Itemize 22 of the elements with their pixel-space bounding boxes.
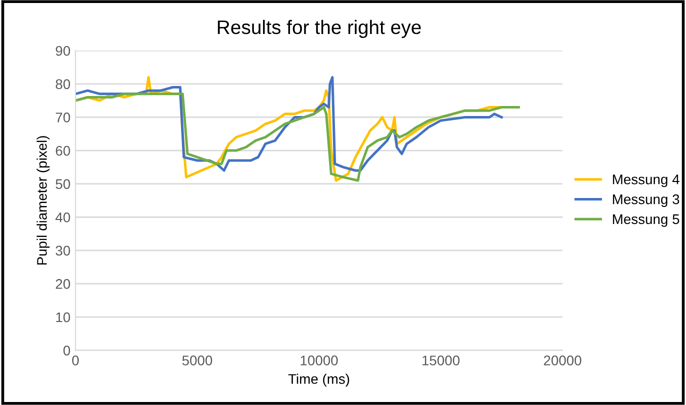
chart-title: Results for the right eye — [218, 20, 421, 38]
legend-label: Messung 3 — [612, 194, 680, 207]
x-axis-title: Time (ms) — [288, 374, 350, 387]
y-tick-label: 90 — [56, 46, 70, 56]
line-series — [75, 92, 520, 182]
y-tick-label: 10 — [56, 312, 70, 322]
y-axis-title: Pupil diameter (pixel) — [36, 136, 50, 265]
y-tick-label: 80 — [56, 79, 70, 90]
y-tick-label: 60 — [56, 146, 70, 156]
legend-label: Messung 4 — [612, 174, 680, 188]
y-tick-label: 20 — [56, 279, 70, 289]
x-tick-label: 20000 — [544, 356, 582, 366]
y-tick-label: 70 — [56, 112, 70, 122]
y-tick-label: 0 — [63, 346, 70, 356]
legend-label: Messung 5 — [612, 214, 680, 227]
y-tick-label: 40 — [55, 212, 70, 222]
x-tick-label: 0 — [72, 356, 79, 366]
x-tick-label: 15000 — [422, 356, 460, 366]
x-tick-label: 5000 — [182, 356, 212, 366]
x-tick-label: 10000 — [300, 356, 338, 366]
y-tick-label: 30 — [56, 246, 70, 256]
y-tick-label: 50 — [56, 179, 70, 189]
